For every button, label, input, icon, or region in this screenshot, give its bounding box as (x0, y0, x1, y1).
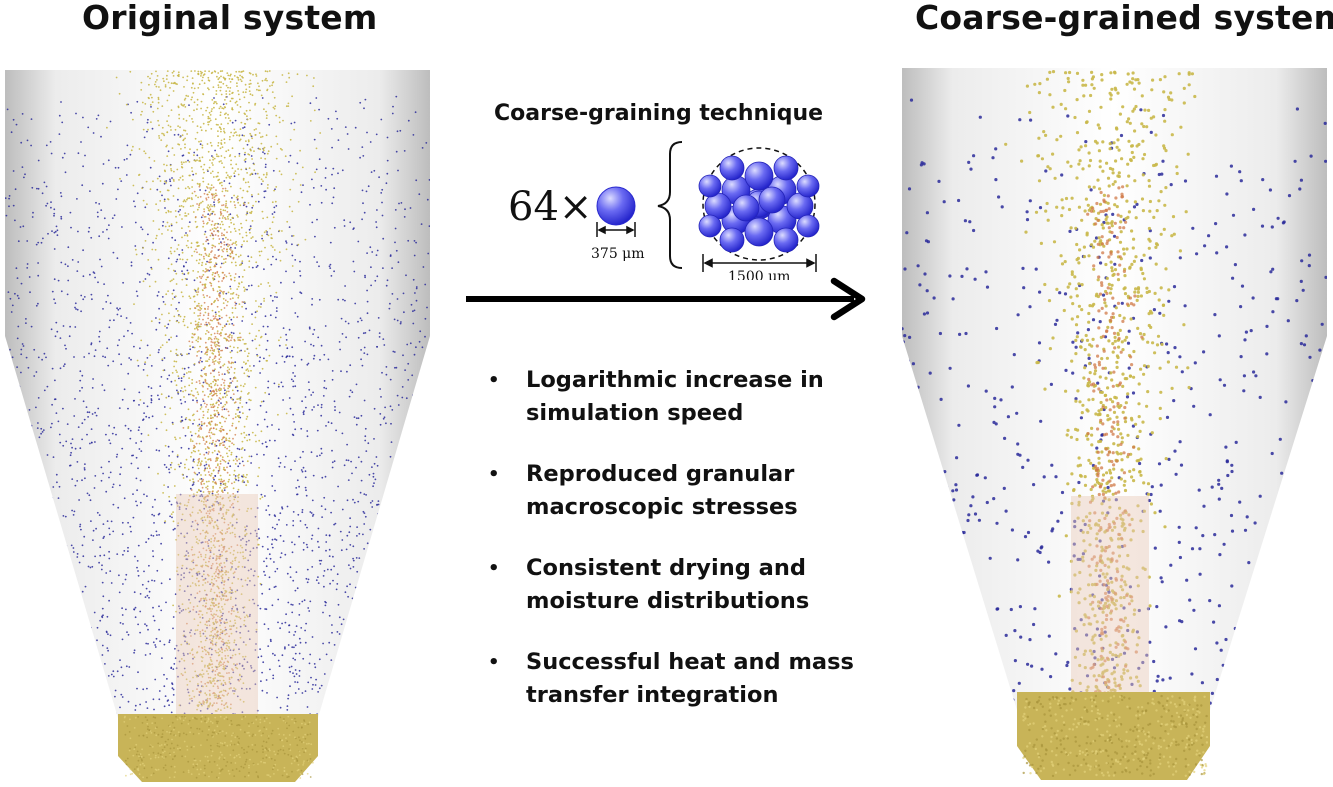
bed-texture (1022, 694, 1209, 778)
vessel-body (902, 68, 1327, 710)
particle-cluster (698, 155, 820, 253)
multiplier-label: 64× (508, 184, 592, 230)
benefit-text: Consistent drying and moisture distribut… (526, 555, 810, 614)
technique-title: Coarse-graining technique (494, 101, 824, 126)
benefit-item-drying: • Consistent drying and moisture distribu… (488, 555, 810, 614)
grouping-brace (657, 141, 683, 269)
original-vessel-render (5, 70, 430, 782)
small-particle-icon (596, 186, 636, 226)
coarse-graining-schematic: 64× 375 μm 1500 μm (508, 141, 820, 280)
small-diameter-label: 375 μm (591, 246, 645, 262)
benefit-item-heat-mass: • Successful heat and mass transfer integ… (488, 649, 854, 708)
coarse-grained-system-heading: Coarse-grained system (915, 0, 1333, 37)
benefit-item-speed: • Logarithmic increase in simulation spee… (488, 367, 824, 426)
benefit-text: Successful heat and mass transfer integr… (526, 649, 854, 708)
original-system-heading: Original system (82, 0, 378, 37)
benefits-list: • Logarithmic increase in simulation spee… (488, 364, 868, 740)
particle-bed (118, 714, 318, 782)
benefit-text: Logarithmic increase in simulation speed (526, 367, 824, 426)
large-diameter-label: 1500 μm (728, 269, 790, 280)
benefit-text: Reproduced granular macroscopic stresses (526, 461, 798, 520)
small-diameter-dimension (596, 222, 636, 237)
yellow-particles (106, 70, 322, 712)
orange-particles (181, 185, 246, 707)
orange-particles (1086, 185, 1144, 707)
bed-texture (123, 715, 314, 779)
draft-tube (1071, 496, 1149, 710)
blue-particles (902, 98, 1327, 710)
vessel-body (5, 70, 430, 718)
large-diameter-dimension (702, 254, 817, 272)
coarse-vessel-render (902, 68, 1327, 780)
benefit-item-stresses: • Reproduced granular macroscopic stresse… (488, 461, 798, 520)
coarse-grained-system-simulation (897, 66, 1333, 787)
transformation-arrow (466, 277, 866, 321)
draft-tube (176, 494, 258, 720)
original-system-simulation (0, 66, 435, 787)
particle-bed (1017, 692, 1210, 780)
coarse-grain-boundary (702, 147, 816, 261)
